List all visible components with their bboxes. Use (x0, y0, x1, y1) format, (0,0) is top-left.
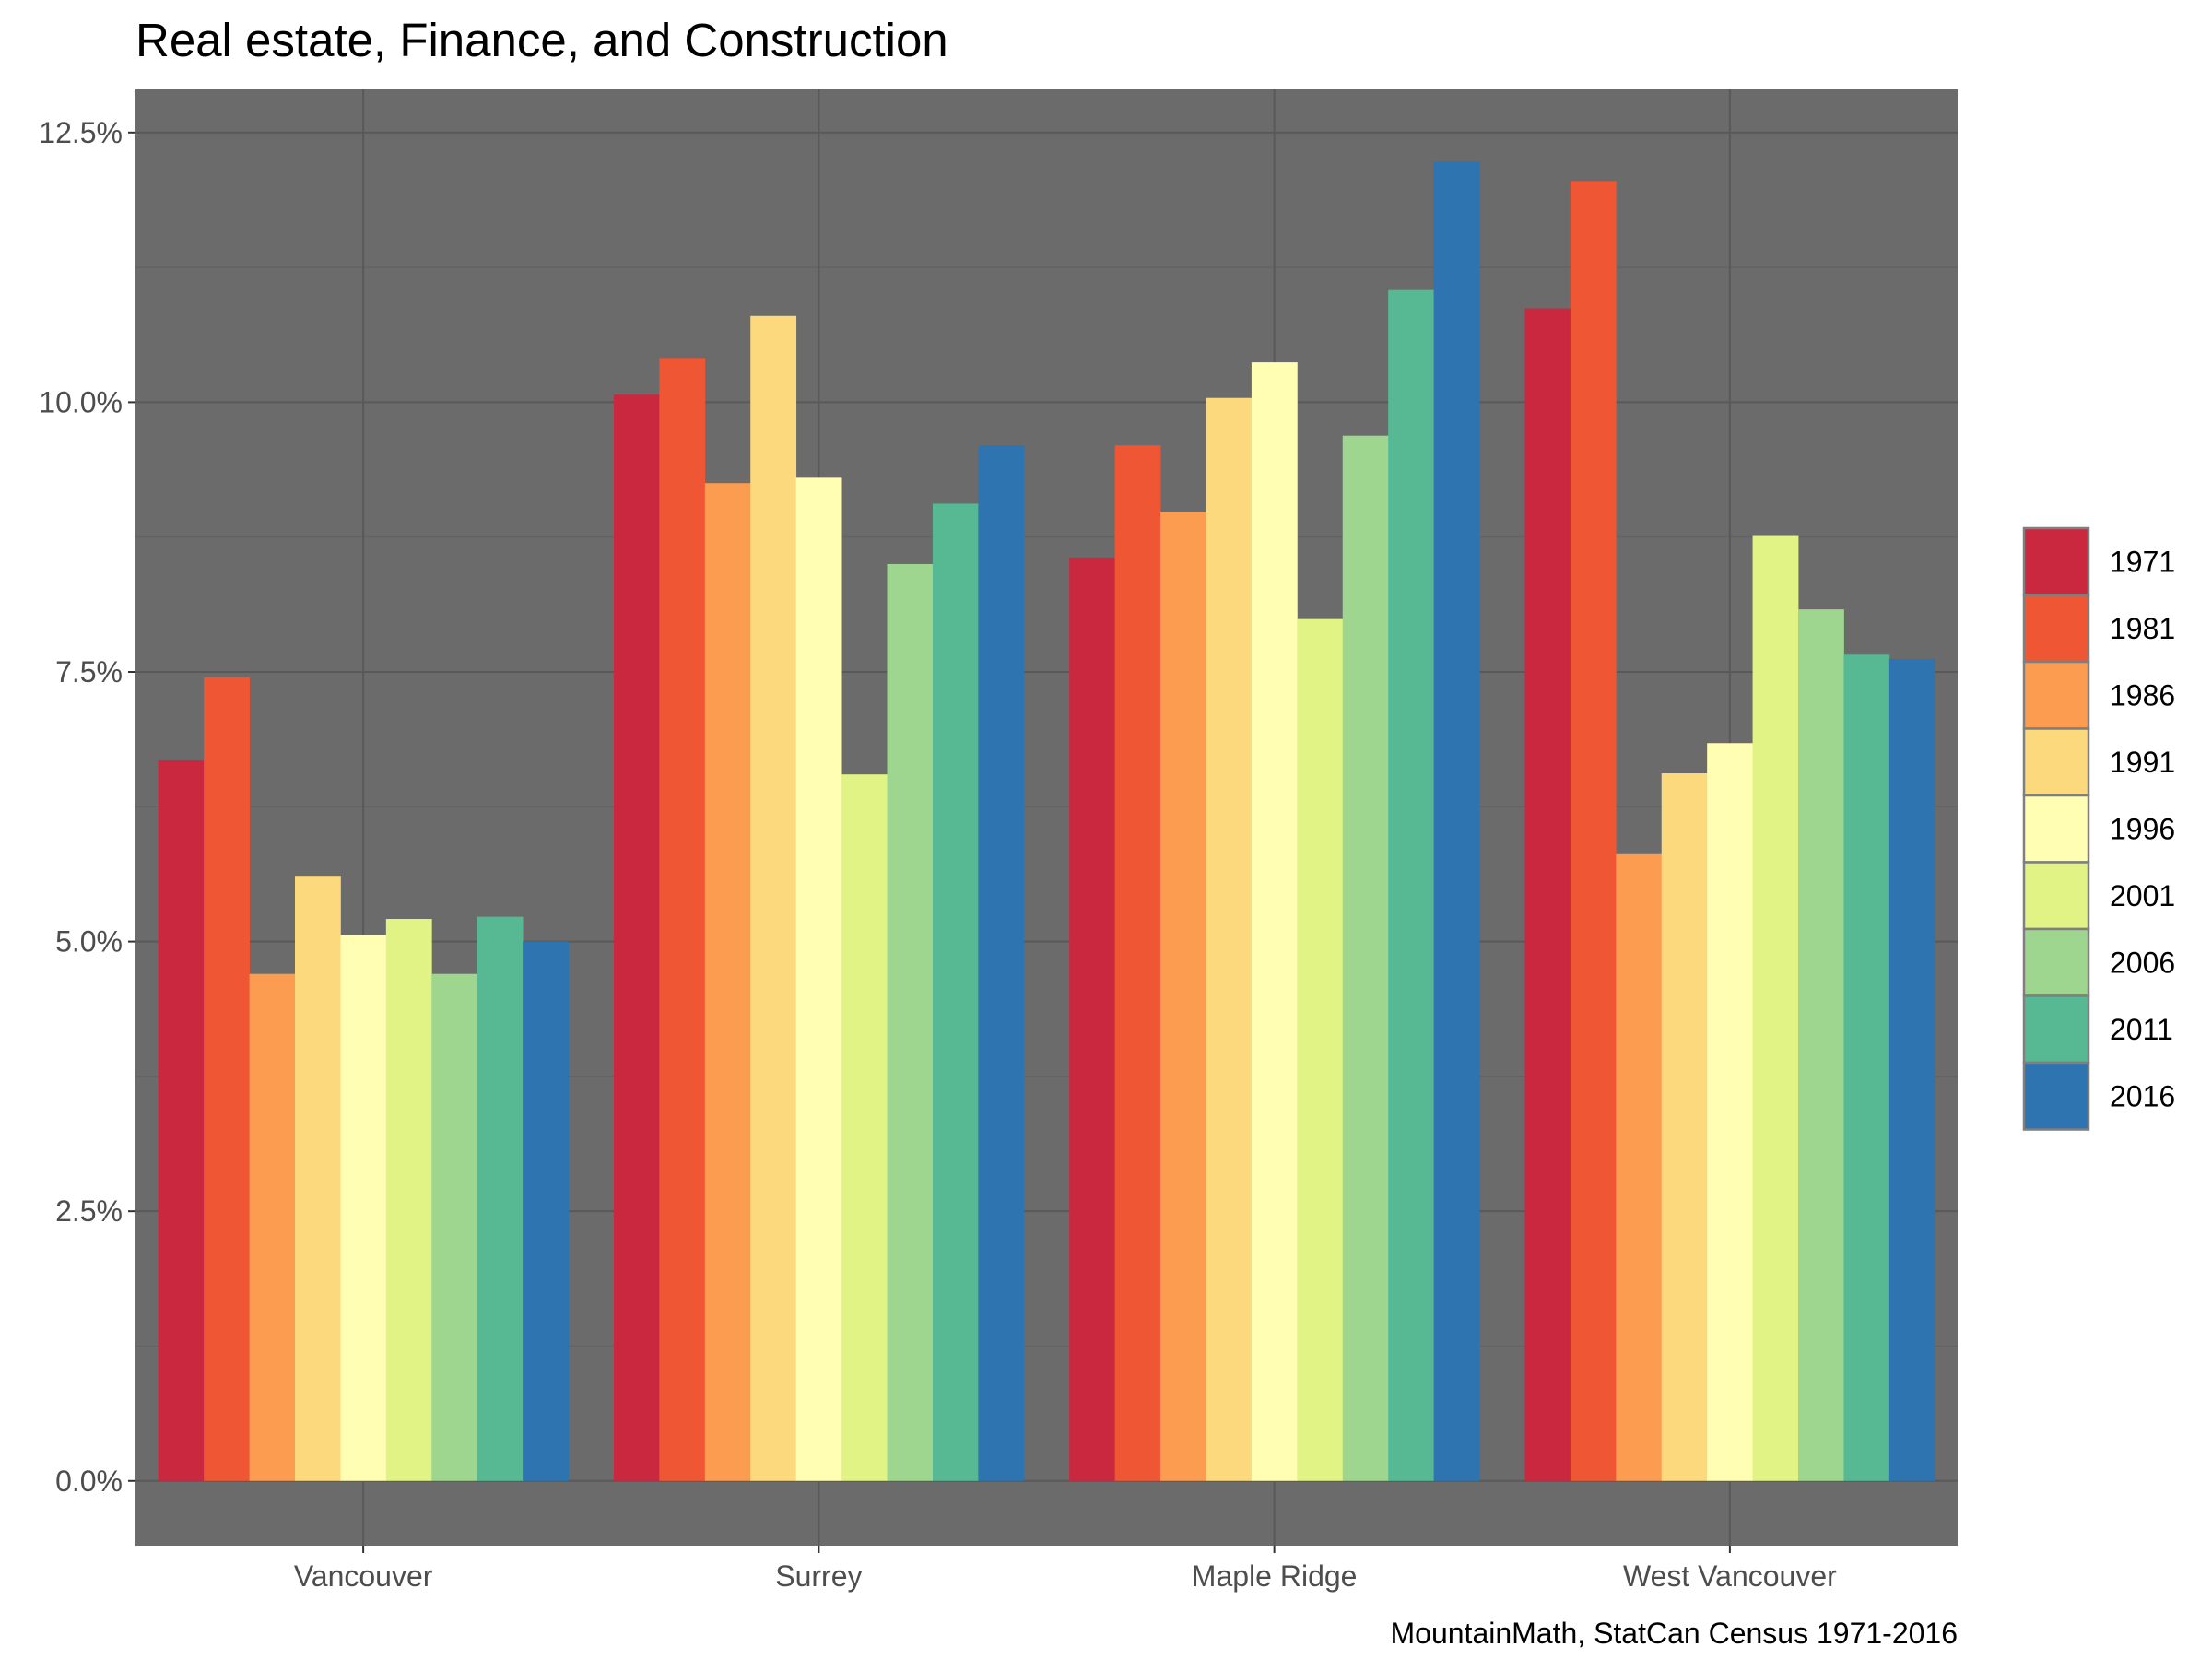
legend-key-1971 (2022, 526, 2090, 596)
x-tick-label: Vancouver (294, 1559, 433, 1593)
bar-west-vancouver-1996 (1707, 743, 1753, 1481)
x-axis: Vancouver Surrey Maple Ridge West Vancouver (294, 1546, 1837, 1593)
bar-surrey-2016 (978, 445, 1025, 1481)
y-tick-label: 0.0% (55, 1465, 123, 1498)
bar-vancouver-2011 (477, 916, 524, 1481)
bar-vancouver-1981 (204, 677, 250, 1481)
bar-maple-ridge-1996 (1251, 362, 1298, 1481)
bar-maple-ridge-1986 (1160, 512, 1206, 1481)
chart-title: Real estate, Finance, and Construction (135, 14, 948, 66)
bar-west-vancouver-2016 (1888, 658, 1936, 1481)
bar-surrey-1991 (750, 315, 797, 1481)
legend-key-2011 (2022, 994, 2090, 1065)
bar-surrey-1986 (704, 483, 751, 1481)
bar-maple-ridge-1991 (1206, 397, 1253, 1481)
bar-surrey-1996 (795, 477, 842, 1481)
legend-key-1996 (2022, 794, 2090, 864)
legend-key-1981 (2022, 594, 2090, 664)
bar-surrey-2006 (887, 563, 934, 1481)
legend-label: 2011 (2110, 1013, 2173, 1046)
bar-west-vancouver-2001 (1752, 535, 1799, 1481)
y-tick-label: 10.0% (39, 385, 123, 418)
bar-maple-ridge-2016 (1433, 161, 1480, 1481)
bar-west-vancouver-2011 (1843, 654, 1890, 1481)
legend: 1971 1981 1986 1991 1996 2001 2006 2011 2016 (2022, 526, 2175, 1131)
bar-west-vancouver-1981 (1570, 181, 1617, 1481)
y-axis: 0.0% 2.5% 5.0% 7.5% 10.0% 12.5% (39, 116, 135, 1498)
chart-caption: MountainMath, StatCan Census 1971-2016 (1391, 1617, 1959, 1650)
bar-vancouver-1991 (294, 876, 341, 1481)
y-tick-label: 5.0% (55, 925, 123, 959)
legend-label: 1986 (2110, 678, 2175, 712)
bars (158, 161, 1936, 1481)
y-tick-label: 2.5% (55, 1194, 123, 1228)
legend-label: 1981 (2110, 612, 2175, 645)
bar-surrey-1981 (659, 358, 706, 1481)
legend-label: 2001 (2110, 879, 2175, 912)
x-tick-label: Surrey (775, 1559, 862, 1593)
bar-maple-ridge-2006 (1342, 435, 1389, 1481)
legend-key-1986 (2022, 660, 2090, 730)
legend-key-2016 (2022, 1061, 2090, 1131)
bar-surrey-2011 (932, 503, 979, 1481)
bar-vancouver-1996 (340, 935, 387, 1481)
bar-maple-ridge-1971 (1069, 557, 1116, 1481)
x-tick-label: West Vancouver (1623, 1559, 1837, 1593)
legend-key-2001 (2022, 861, 2090, 931)
bar-vancouver-1986 (249, 973, 296, 1481)
legend-label: 1996 (2110, 812, 2175, 845)
bar-maple-ridge-1981 (1114, 445, 1161, 1481)
bar-vancouver-2001 (385, 919, 432, 1481)
bar-vancouver-1971 (158, 759, 205, 1481)
bar-maple-ridge-2011 (1388, 289, 1435, 1481)
bar-maple-ridge-2001 (1297, 618, 1344, 1481)
y-tick-label: 12.5% (39, 116, 123, 149)
legend-label: 2016 (2110, 1079, 2175, 1112)
y-tick-label: 7.5% (55, 655, 123, 688)
bar-west-vancouver-2006 (1798, 609, 1844, 1481)
legend-label: 2006 (2110, 946, 2175, 979)
x-tick-label: Maple Ridge (1192, 1559, 1358, 1593)
bar-surrey-1971 (613, 394, 660, 1481)
legend-label: 1991 (2110, 746, 2175, 779)
bar-west-vancouver-1986 (1616, 853, 1663, 1481)
bar-west-vancouver-1991 (1661, 773, 1708, 1481)
bar-west-vancouver-1971 (1524, 308, 1571, 1481)
legend-label: 1971 (2110, 545, 2175, 578)
legend-key-1991 (2022, 727, 2090, 797)
bar-vancouver-2006 (431, 973, 478, 1481)
legend-key-2006 (2022, 927, 2090, 997)
bar-vancouver-2016 (523, 941, 569, 1481)
bar-surrey-2001 (841, 774, 888, 1481)
